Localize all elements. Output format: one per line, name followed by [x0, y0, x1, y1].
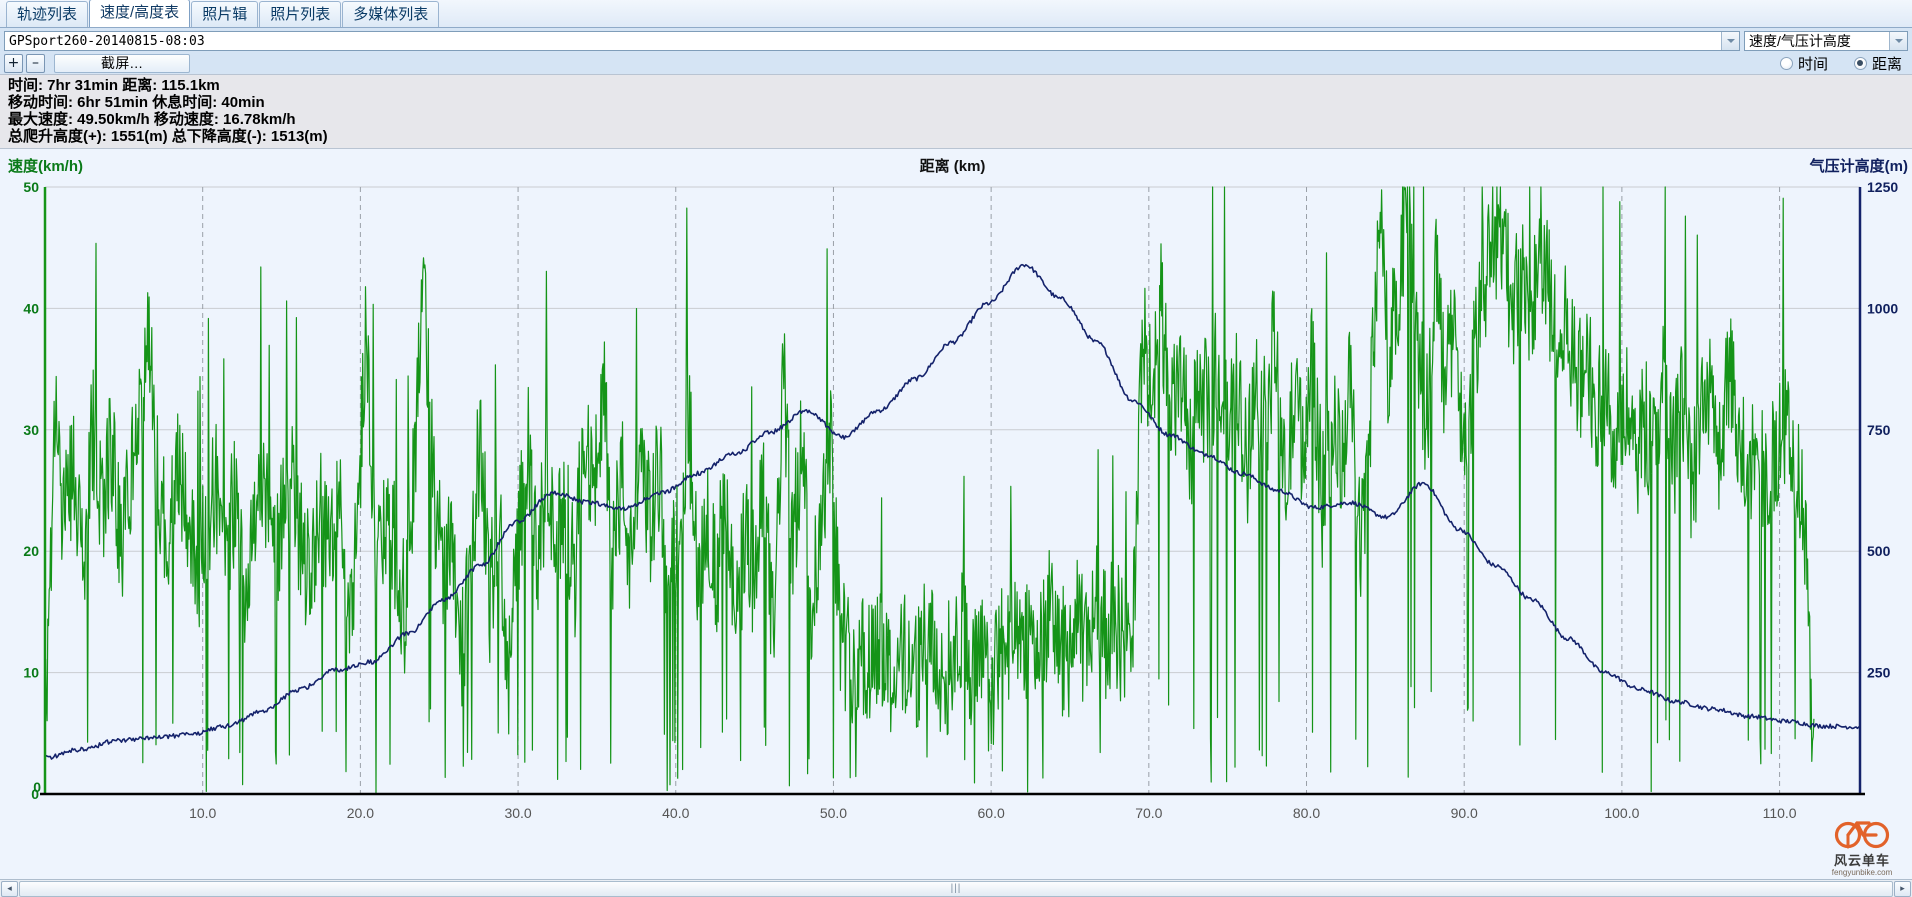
- svg-text:30: 30: [23, 422, 39, 438]
- svg-text:10.0: 10.0: [189, 805, 216, 821]
- scrollbar-grip-icon: |||: [950, 883, 962, 894]
- svg-text:40: 40: [23, 300, 39, 316]
- tab-photo-album[interactable]: 照片辑: [191, 1, 259, 27]
- tab-photo-list[interactable]: 照片列表: [259, 1, 342, 27]
- snapshot-button[interactable]: 截屏...: [54, 53, 190, 73]
- svg-text:70.0: 70.0: [1135, 805, 1162, 821]
- scroll-right-icon[interactable]: ▸: [1894, 880, 1911, 897]
- svg-text:10: 10: [23, 665, 39, 681]
- svg-text:80.0: 80.0: [1293, 805, 1320, 821]
- chevron-down-icon[interactable]: [1889, 32, 1907, 50]
- svg-text:1000: 1000: [1867, 300, 1898, 316]
- toolbar-row: + – 截屏... 时间 距离: [0, 52, 1912, 74]
- selection-row: GPSport260-20140815-08:03 速度/气压计高度: [0, 28, 1912, 52]
- radio-time[interactable]: 时间: [1779, 53, 1828, 74]
- stat-line-speeds: 最大速度: 49.50km/h 移动速度: 16.78km/h: [8, 111, 296, 128]
- svg-text:110.0: 110.0: [1763, 805, 1797, 821]
- stat-line-elevation: 总爬升高度(+): 1551(m) 总下降高度(-): 1513(m): [8, 128, 328, 145]
- radio-distance[interactable]: 距离: [1853, 53, 1902, 74]
- svg-text:0: 0: [33, 779, 41, 795]
- svg-text:50: 50: [23, 179, 39, 195]
- chart-area[interactable]: 0 10 20 30 40 50 250 500 750 1000 1250 10.0 20.0 30.0…: [0, 149, 1912, 879]
- svg-text:50.0: 50.0: [820, 805, 847, 821]
- svg-text:40.0: 40.0: [662, 805, 689, 821]
- scroll-left-icon[interactable]: ◂: [1, 880, 18, 897]
- scrollbar-track[interactable]: |||: [19, 880, 1893, 897]
- xaxis-mode-group: 时间 距离: [1779, 52, 1902, 74]
- watermark-url: fengyunbike.com: [1831, 868, 1893, 877]
- tab-speed-altitude[interactable]: 速度/高度表: [89, 0, 191, 27]
- radio-distance-label: 距离: [1871, 55, 1902, 73]
- svg-text:750: 750: [1867, 422, 1891, 438]
- zoom-out-button[interactable]: –: [26, 53, 45, 73]
- chart-mode-value: 速度/气压计高度: [1749, 33, 1851, 49]
- zoom-in-button[interactable]: +: [4, 53, 23, 73]
- radio-time-label: 时间: [1797, 55, 1828, 73]
- horizontal-scrollbar[interactable]: ◂ ||| ▸: [0, 879, 1912, 897]
- track-select-value: GPSport260-20140815-08:03: [9, 33, 205, 49]
- stat-line-time-distance: 时间: 7hr 31min 距离: 115.1km: [8, 77, 220, 94]
- svg-text:20: 20: [23, 543, 39, 559]
- tab-bar: 轨迹列表 速度/高度表 照片辑 照片列表 多媒体列表: [0, 0, 1912, 28]
- radio-dot-icon: [1779, 56, 1793, 70]
- svg-text:250: 250: [1867, 665, 1891, 681]
- svg-text:500: 500: [1867, 543, 1891, 559]
- svg-text:距离 (km): 距离 (km): [920, 157, 986, 175]
- tab-media-list[interactable]: 多媒体列表: [342, 1, 440, 27]
- svg-text:气压计高度(m): 气压计高度(m): [1809, 157, 1908, 175]
- radio-dot-icon: [1853, 56, 1867, 70]
- svg-text:90.0: 90.0: [1451, 805, 1478, 821]
- speed-altitude-chart[interactable]: 0 10 20 30 40 50 250 500 750 1000 1250 10.0 20.0 30.0…: [0, 149, 1912, 849]
- svg-text:速度(km/h): 速度(km/h): [8, 157, 83, 175]
- svg-text:1250: 1250: [1867, 179, 1898, 195]
- track-select[interactable]: GPSport260-20140815-08:03: [4, 31, 1740, 51]
- svg-text:100.0: 100.0: [1604, 805, 1639, 821]
- svg-text:0: 0: [31, 786, 39, 802]
- scrollbar-thumb[interactable]: |||: [19, 880, 1893, 897]
- stat-line-moving-rest: 移动时间: 6hr 51min 休息时间: 40min: [8, 94, 265, 111]
- tab-track-list[interactable]: 轨迹列表: [6, 1, 89, 27]
- chevron-down-icon[interactable]: [1721, 32, 1739, 50]
- statistics-panel: 时间: 7hr 31min 距离: 115.1km 移动时间: 6hr 51mi…: [0, 74, 1912, 149]
- svg-text:60.0: 60.0: [978, 805, 1005, 821]
- chart-mode-select[interactable]: 速度/气压计高度: [1744, 31, 1908, 51]
- svg-text:30.0: 30.0: [504, 805, 531, 821]
- watermark-brand: 风云单车: [1833, 853, 1890, 868]
- svg-text:20.0: 20.0: [347, 805, 374, 821]
